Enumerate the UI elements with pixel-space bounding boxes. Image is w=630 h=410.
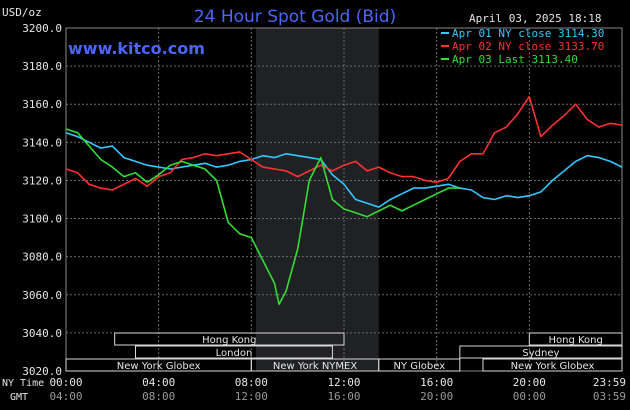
x-tick-label-gmt: 08:00	[142, 390, 175, 403]
y-tick-label: 3080.0	[22, 251, 62, 264]
nymex-shade-layer	[255, 28, 379, 371]
x-tick-label-gmt: 04:00	[49, 390, 82, 403]
grid-layer	[65, 27, 623, 372]
y-tick-label: 3140.0	[22, 136, 62, 149]
session-label: Sydney	[522, 348, 559, 359]
session-bar	[459, 345, 623, 359]
x-axis-ny-time-label: NY Time	[2, 378, 44, 389]
series-line-2	[65, 128, 460, 306]
x-tick-label-ny: 23:59	[593, 376, 626, 389]
session-bar	[528, 332, 623, 346]
session-label: London	[216, 348, 253, 359]
x-tick-label-gmt: 12:00	[235, 390, 268, 403]
x-tick-labels: 00:0004:0004:0008:0008:0012:0012:0016:00…	[49, 376, 626, 403]
y-axis-unit-label: USD/oz	[2, 6, 42, 19]
session-bars: Hong Kong Hong Kong London Sydney New York G…	[65, 332, 623, 372]
y-tick-label: 3040.0	[22, 327, 62, 340]
y-tick-label: 3160.0	[22, 98, 62, 111]
x-tick-label-gmt: 16:00	[327, 390, 360, 403]
session-bar	[378, 358, 461, 372]
y-tick-label: 3120.0	[22, 174, 62, 187]
x-tick-label-ny: 00:00	[49, 376, 82, 389]
x-tick-label-gmt: 00:00	[513, 390, 546, 403]
session-label: New York NYMEX	[273, 361, 358, 372]
y-tick-label: 3020.0	[22, 365, 62, 378]
y-tick-labels: 3200.0 3180.0 3160.0 3140.0 3120.0 3100.0 3080…	[22, 22, 62, 378]
session-label: Hong Kong	[202, 335, 256, 346]
session-bar	[135, 345, 333, 359]
y-tick-label: 3180.0	[22, 60, 62, 73]
x-tick-label-ny: 12:00	[327, 376, 360, 389]
session-label: New York Globex	[117, 361, 201, 372]
legend-entry: Apr 03 Last 3113.40	[452, 53, 578, 66]
x-tick-label-ny: 04:00	[142, 376, 175, 389]
session-label: New York Globex	[511, 361, 595, 372]
session-bar	[482, 358, 623, 372]
y-tick-label: 3100.0	[22, 213, 62, 226]
x-tick-label-gmt: 03:59	[593, 390, 626, 403]
session-bar	[114, 332, 345, 346]
x-tick-label-ny: 20:00	[513, 376, 546, 389]
watermark: www.kitco.com	[68, 39, 205, 58]
nymex-shade	[255, 28, 379, 371]
x-axis-gmt-label: GMT	[10, 392, 28, 403]
session-label: Hong Kong	[548, 335, 602, 346]
chart-title: 24 Hour Spot Gold (Bid)	[194, 7, 396, 27]
series-layer	[65, 95, 623, 306]
y-tick-label: 3060.0	[22, 289, 62, 302]
series-line-0	[65, 132, 623, 208]
legend-entry: Apr 01 NY close 3114.30	[452, 27, 604, 40]
session-label: NY Globex	[393, 361, 445, 372]
series-line-1	[65, 95, 623, 191]
x-tick-label-ny: 08:00	[235, 376, 268, 389]
x-tick-label-gmt: 20:00	[420, 390, 453, 403]
chart-date: April 03, 2025 18:18	[469, 12, 601, 25]
legend-entry: Apr 02 NY close 3133.70	[452, 40, 604, 53]
x-tick-label-ny: 16:00	[420, 376, 453, 389]
y-tick-label: 3200.0	[22, 22, 62, 35]
